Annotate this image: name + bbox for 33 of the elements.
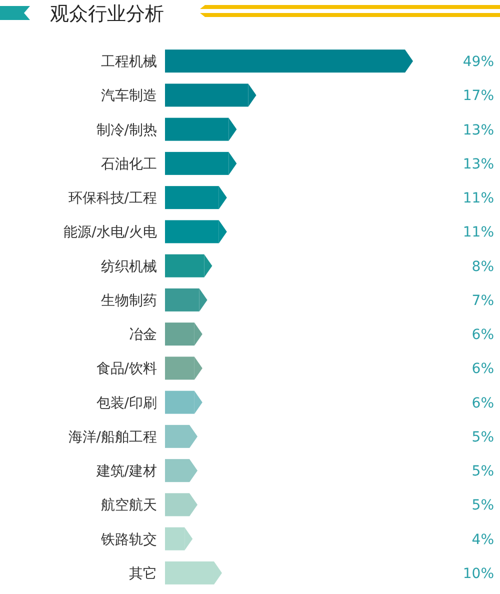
data-label: 7% (472, 292, 494, 309)
y-tick-label: 食品/饮料 (96, 361, 157, 378)
data-label: 6% (472, 395, 494, 412)
data-label: 5% (472, 429, 494, 446)
y-tick-label: 铁路轨交 (100, 532, 157, 548)
y-tick-label: 海洋/船舶工程 (68, 429, 157, 446)
y-tick-label: 工程机械 (101, 54, 157, 70)
data-label: 49% (462, 54, 494, 70)
data-label: 13% (462, 156, 494, 172)
data-label: 13% (462, 122, 494, 138)
data-label: 6% (472, 327, 494, 344)
y-tick-label: 冶金 (129, 327, 157, 344)
data-label: 5% (472, 498, 494, 514)
data-label: 8% (472, 258, 494, 275)
chart-title: 观众行业分析 (50, 3, 164, 25)
y-tick-label: 建筑/建材 (95, 464, 157, 480)
data-label: 10% (462, 566, 494, 582)
y-tick-label: 石油化工 (101, 156, 157, 172)
data-label: 11% (462, 224, 494, 241)
y-tick-label: 包装/印刷 (96, 395, 157, 412)
y-tick-label: 生物制药 (101, 292, 157, 309)
y-tick-label: 纺织机械 (101, 258, 157, 275)
data-label: 17% (462, 88, 494, 104)
y-tick-label: 其它 (129, 566, 157, 582)
data-label: 11% (462, 190, 494, 207)
data-label: 4% (472, 532, 494, 548)
data-label: 6% (472, 361, 494, 378)
y-tick-label: 环保科技/工程 (68, 190, 157, 207)
y-tick-label: 制冷/制热 (96, 122, 157, 138)
y-tick-label: 汽车制造 (101, 88, 157, 104)
y-tick-label: 能源/水电/火电 (64, 224, 157, 241)
data-label: 5% (472, 464, 494, 480)
y-tick-label: 航空航天 (101, 498, 157, 514)
